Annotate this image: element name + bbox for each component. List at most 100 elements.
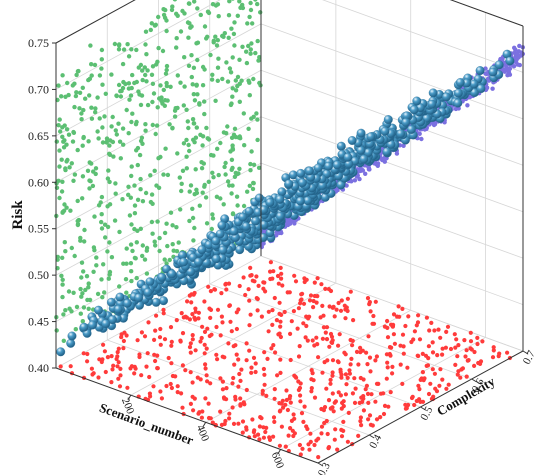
complexity-risk-projection-point	[229, 157, 235, 162]
floor-projection-point	[440, 352, 445, 357]
complexity-risk-projection-point	[93, 166, 99, 171]
complexity-risk-projection-point	[121, 47, 127, 52]
wall-gridline	[260, 116, 524, 213]
floor-projection-point	[288, 426, 293, 431]
scenario-risk-projection-point	[382, 156, 387, 161]
complexity-risk-projection-point	[230, 183, 235, 188]
floor-projection-point	[309, 386, 314, 391]
complexity-risk-projection-point	[116, 47, 122, 52]
floor-projection-point	[388, 353, 393, 358]
wall-gridline	[55, 255, 262, 369]
complexity-risk-projection-point	[164, 261, 169, 266]
floor-projection-point	[373, 399, 378, 404]
complexity-risk-projection-point	[160, 48, 166, 54]
sphere-point	[106, 297, 116, 307]
sphere-point	[79, 322, 89, 332]
floor-projection-point	[270, 276, 275, 281]
scenario-risk-projection-point	[483, 71, 488, 76]
complexity-risk-projection-point	[64, 159, 69, 164]
complexity-risk-projection-point	[176, 240, 181, 245]
complexity-risk-projection-point	[230, 55, 235, 60]
complexity-risk-projection-point	[186, 35, 191, 40]
sphere-point	[56, 347, 66, 357]
complexity-risk-projection-point	[230, 86, 235, 91]
complexity-risk-projection-point	[230, 94, 235, 99]
floor-projection-point	[252, 279, 257, 284]
sphere-point	[366, 132, 376, 142]
floor-projection-point	[319, 282, 324, 287]
complexity-risk-projection-point	[66, 289, 72, 294]
floor-projection-point	[369, 392, 374, 397]
floor-projection-point	[343, 352, 348, 357]
complexity-risk-projection-point	[227, 0, 232, 4]
floor-projection-point	[339, 434, 345, 439]
z-tick-label: 0.75	[28, 36, 49, 50]
complexity-risk-projection-point	[67, 165, 72, 170]
complexity-risk-projection-point	[79, 117, 84, 122]
complexity-risk-projection-point	[210, 170, 215, 175]
complexity-risk-projection-point	[99, 226, 105, 231]
floor-projection-point	[337, 332, 342, 337]
complexity-risk-projection-point	[161, 172, 166, 177]
complexity-risk-projection-point	[57, 117, 62, 122]
floor-projection-point	[416, 353, 421, 359]
floor-projection-point	[468, 346, 473, 351]
complexity-risk-projection-point	[200, 83, 206, 88]
complexity-risk-projection-point	[149, 192, 155, 197]
complexity-risk-projection-point	[184, 154, 189, 159]
floor-projection-point	[185, 299, 190, 304]
floor-projection-point	[227, 411, 232, 416]
complexity-risk-projection-point	[231, 132, 237, 137]
complexity-risk-projection-point	[95, 95, 100, 100]
floor-projection-point	[203, 362, 208, 367]
sphere-point	[505, 56, 515, 66]
floor-projection-point	[339, 298, 344, 303]
complexity-risk-projection-point	[225, 179, 231, 184]
complexity-risk-projection-point	[123, 81, 128, 87]
floor-projection-point	[252, 428, 257, 433]
complexity-risk-projection-point	[143, 122, 148, 127]
floor-projection-point	[301, 321, 306, 326]
complexity-risk-projection-point	[71, 290, 76, 295]
complexity-risk-projection-point	[128, 195, 133, 200]
complexity-risk-projection-point	[60, 179, 65, 184]
z-tick-label: 0.55	[28, 222, 49, 236]
floor-projection-point	[277, 401, 282, 406]
sphere-point	[455, 78, 465, 87]
complexity-risk-projection-point	[62, 240, 67, 245]
complexity-risk-projection-point	[63, 167, 68, 173]
complexity-risk-projection-point	[89, 61, 94, 67]
complexity-risk-projection-point	[154, 183, 159, 188]
z-axis-title: Risk	[10, 200, 26, 230]
complexity-risk-projection-point	[224, 60, 229, 65]
sphere-point	[197, 245, 207, 255]
floor-projection-point	[306, 316, 311, 321]
complexity-risk-projection-point	[155, 105, 160, 110]
y-tick	[317, 462, 324, 467]
complexity-risk-projection-point	[223, 160, 228, 166]
floor-projection-point	[271, 269, 276, 274]
floor-projection-point	[490, 355, 496, 360]
complexity-risk-projection-point	[150, 99, 155, 105]
complexity-risk-projection-point	[100, 82, 105, 87]
floor-projection-point	[336, 390, 341, 395]
complexity-risk-projection-point	[222, 31, 227, 36]
complexity-risk-projection-point	[189, 53, 194, 58]
complexity-risk-projection-point	[235, 83, 240, 89]
floor-projection-point	[152, 352, 157, 357]
floor-projection-point	[196, 310, 201, 315]
complexity-risk-projection-point	[111, 154, 116, 159]
floor-projection-point	[248, 273, 253, 278]
floor-projection-point	[68, 364, 73, 369]
floor-projection-point	[278, 408, 283, 413]
complexity-risk-projection-point	[163, 7, 168, 13]
complexity-risk-projection-point	[244, 49, 249, 54]
complexity-risk-projection-point	[79, 260, 85, 265]
complexity-risk-projection-point	[192, 0, 197, 4]
floor-projection-point	[382, 403, 388, 408]
floor-projection-point	[265, 356, 270, 361]
complexity-risk-projection-point	[190, 117, 196, 122]
complexity-risk-projection-point	[127, 213, 133, 218]
y-tick	[471, 378, 478, 383]
floor-projection-point	[199, 415, 204, 420]
